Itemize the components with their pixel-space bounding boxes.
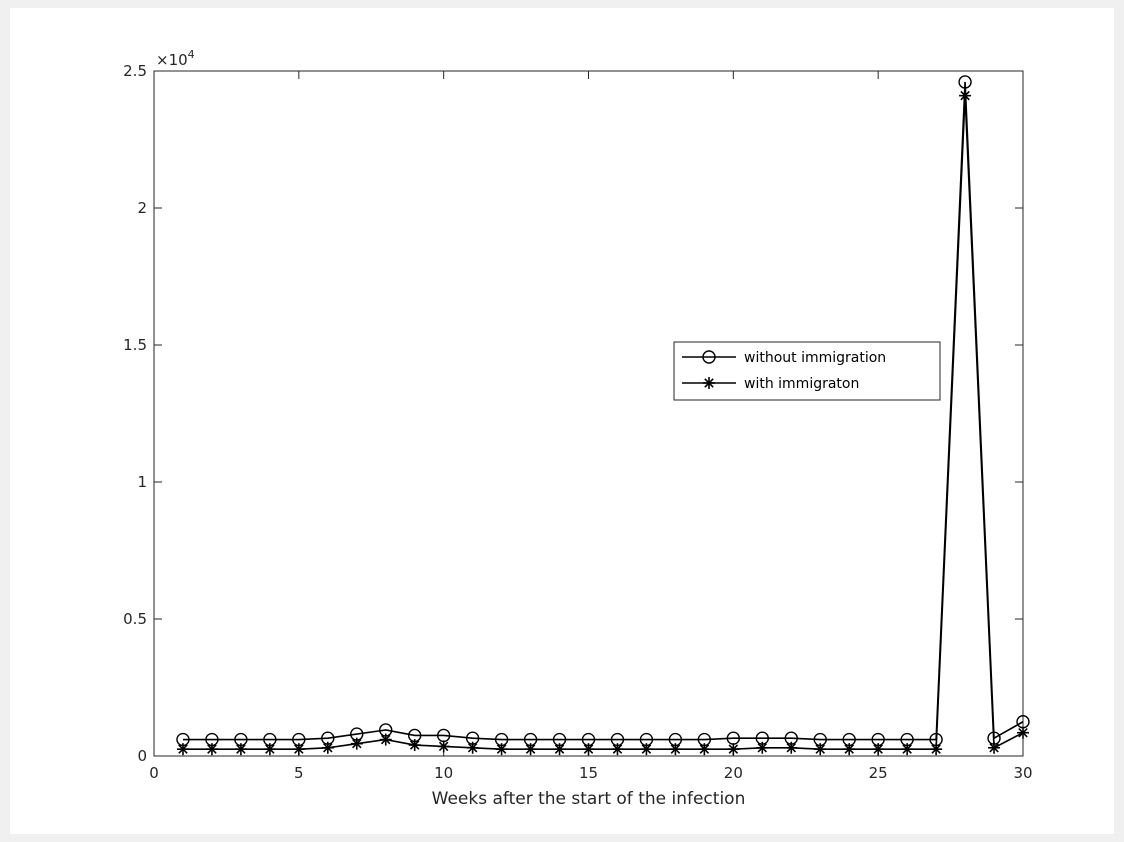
x-tick-label: 25: [869, 764, 888, 782]
y-axis-ticks: 0 0.5 1 1.5 2 2.5: [123, 62, 1023, 765]
y-tick-label: 1.5: [123, 336, 147, 354]
x-tick-label: 0: [149, 764, 159, 782]
legend-entry: with immigraton: [682, 376, 859, 392]
circle-marker: [958, 75, 972, 89]
series-2: [176, 89, 1029, 756]
y-tick-label: 2: [137, 199, 147, 217]
legend-entry: without immigration: [682, 350, 886, 366]
series-1: [176, 75, 1030, 747]
asterisk-marker: [843, 743, 856, 756]
asterisk-marker: [553, 743, 566, 756]
circle-marker: [702, 350, 716, 364]
asterisk-marker: [814, 743, 827, 756]
x-tick-label: 20: [724, 764, 743, 782]
series-layer: [176, 75, 1030, 756]
asterisk-marker: [611, 743, 624, 756]
asterisk-marker: [703, 377, 715, 389]
asterisk-marker: [1017, 726, 1029, 739]
x-tick-label: 10: [434, 764, 453, 782]
asterisk-marker: [292, 743, 305, 756]
asterisk-marker: [756, 741, 769, 754]
y-tick-label: 0: [137, 747, 147, 765]
legend-label: with immigraton: [744, 376, 859, 392]
asterisk-marker: [785, 741, 798, 754]
legend-box: [673, 341, 941, 401]
x-tick-label: 15: [579, 764, 598, 782]
x-tick-label: 30: [1013, 764, 1032, 782]
asterisk-marker: [988, 741, 1001, 754]
axes-box: [153, 70, 1024, 757]
asterisk-marker: [495, 743, 508, 756]
y-exponent-base: ×10: [156, 51, 188, 69]
asterisk-marker: [698, 743, 711, 756]
asterisk-marker: [930, 743, 943, 756]
asterisk-marker: [408, 739, 421, 752]
asterisk-marker: [582, 743, 595, 756]
x-tick-label: 5: [294, 764, 304, 782]
x-axis-label: Weeks after the start of the infection: [432, 789, 746, 809]
asterisk-marker: [727, 743, 740, 756]
asterisk-marker: [640, 743, 653, 756]
asterisk-marker: [872, 743, 885, 756]
series-line: [182, 81, 1024, 741]
y-tick-label: 1: [137, 473, 147, 491]
figure-panel: 0 0.5 1 1.5 2 2.5 0 5 10 15 20 25 30 ×104 Weeks aft…: [10, 8, 1114, 834]
asterisk-marker: [350, 737, 363, 750]
asterisk-marker: [959, 89, 972, 102]
asterisk-marker: [669, 743, 682, 756]
y-tick-label: 2.5: [123, 62, 147, 80]
legend[interactable]: without immigration with immigraton: [673, 341, 941, 401]
asterisk-marker: [321, 741, 334, 754]
asterisk-marker: [205, 743, 218, 756]
asterisk-marker: [379, 733, 392, 746]
asterisk-marker: [437, 740, 450, 753]
asterisk-marker: [901, 743, 914, 756]
asterisk-marker: [176, 743, 189, 756]
asterisk-marker: [524, 743, 537, 756]
asterisk-marker: [466, 741, 479, 754]
x-axis-ticks: 0 5 10 15 20 25 30: [149, 71, 1033, 782]
asterisk-marker: [234, 743, 247, 756]
legend-label: without immigration: [744, 350, 886, 366]
y-exponent-power: 4: [188, 48, 195, 61]
y-tick-label: 0.5: [123, 610, 147, 628]
asterisk-marker: [263, 743, 276, 756]
plot-area: [153, 70, 1024, 757]
y-axis-exponent: ×104: [156, 48, 195, 69]
line-chart: 0 0.5 1 1.5 2 2.5 0 5 10 15 20 25 30 ×104 Weeks aft…: [123, 48, 1033, 809]
